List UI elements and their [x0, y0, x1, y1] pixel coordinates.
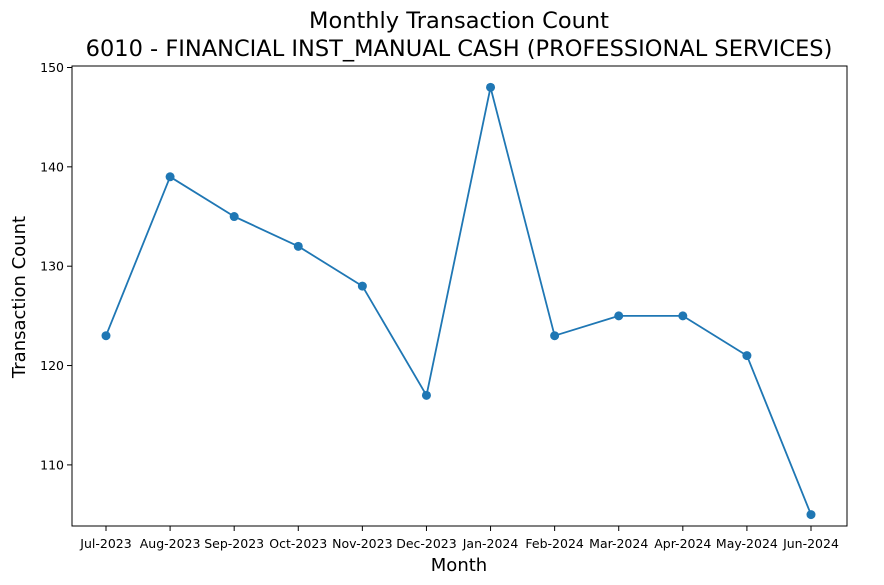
y-tick-label: 130 — [40, 259, 64, 274]
x-tick-label: Aug-2023 — [140, 536, 201, 551]
data-point — [357, 281, 367, 291]
x-tick-label: Apr-2024 — [654, 536, 711, 551]
plot-area: 110 120 130 140 150 Jul-2023 Aug-2023 Sep-2023 O… — [40, 60, 848, 551]
x-tick-label: Dec-2023 — [396, 536, 457, 551]
x-tick-label: Mar-2024 — [589, 536, 648, 551]
data-point — [229, 212, 239, 222]
y-tick-label: 110 — [40, 457, 64, 472]
data-point — [486, 82, 496, 92]
data-point — [678, 311, 688, 321]
data-point — [614, 311, 624, 321]
x-tick-label: Jan-2024 — [462, 536, 519, 551]
data-point — [806, 510, 816, 520]
data-point — [101, 331, 111, 341]
y-axis-label: Transaction Count — [9, 216, 30, 379]
x-tick-label: Jun-2024 — [782, 536, 839, 551]
x-tick-label: Nov-2023 — [332, 536, 392, 551]
axes-frame — [71, 65, 848, 527]
data-point — [742, 351, 752, 361]
x-axis-label: Month — [431, 555, 487, 576]
y-tick-label: 140 — [40, 159, 64, 174]
data-point — [421, 390, 431, 400]
y-tick-label: 150 — [40, 60, 64, 75]
x-tick-label: Sep-2023 — [204, 536, 264, 551]
x-tick-label: Jul-2023 — [79, 536, 131, 551]
data-point — [165, 172, 175, 182]
x-tick-label: May-2024 — [716, 536, 778, 551]
series-line — [105, 86, 812, 515]
chart-title: Monthly Transaction Count — [309, 8, 609, 34]
chart-subtitle: 6010 - FINANCIAL INST_MANUAL CASH (PROFE… — [86, 36, 833, 62]
x-tick-label: Feb-2024 — [525, 536, 584, 551]
data-point — [293, 241, 303, 251]
y-tick-label: 120 — [40, 358, 64, 373]
data-point — [550, 331, 560, 341]
x-tick-label: Oct-2023 — [269, 536, 327, 551]
